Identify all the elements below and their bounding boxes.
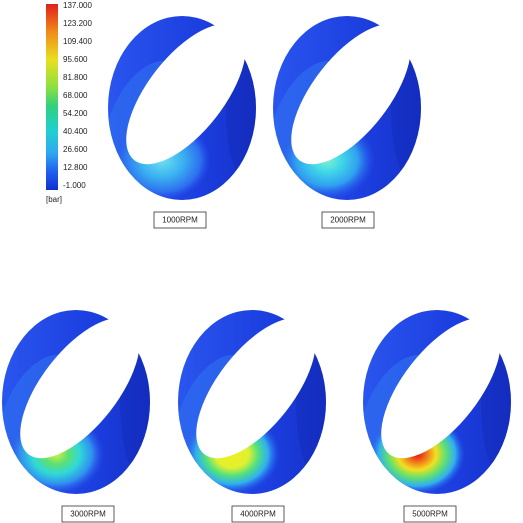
caption: 3000RPM xyxy=(70,510,106,519)
colorbar-label: 40.400 xyxy=(63,127,88,136)
bearing-contour xyxy=(363,310,511,494)
colorbar-label: 109.400 xyxy=(63,37,92,46)
bearing-contour xyxy=(178,310,326,494)
colorbar xyxy=(46,4,58,190)
colorbar-label: 12.800 xyxy=(63,163,88,172)
bore-hole xyxy=(291,23,411,165)
caption-box xyxy=(403,505,457,523)
colorbar-label: 81.800 xyxy=(63,73,88,82)
bearing-contour xyxy=(273,16,421,200)
colorbar-label: 54.200 xyxy=(63,109,88,118)
caption: 4000RPM xyxy=(240,510,276,519)
colorbar-label: 137.000 xyxy=(63,1,92,10)
caption-box xyxy=(61,505,115,523)
caption: 5000RPM xyxy=(412,510,448,519)
colorbar-label: 26.600 xyxy=(63,145,88,154)
bore-hole xyxy=(381,317,501,459)
colorbar-unit: [bar] xyxy=(46,195,62,204)
caption: 2000RPM xyxy=(330,216,366,225)
bearing-contour xyxy=(108,16,256,200)
bore-hole xyxy=(196,317,316,459)
caption-box xyxy=(153,211,207,229)
bore-hole xyxy=(126,23,246,165)
caption: 1000RPM xyxy=(162,216,198,225)
bore-hole xyxy=(20,317,140,459)
colorbar-label: 123.200 xyxy=(63,19,92,28)
caption-box xyxy=(321,211,375,229)
colorbar-label: -1.000 xyxy=(63,181,86,190)
colorbar-label: 95.600 xyxy=(63,55,88,64)
colorbar-label: 68.000 xyxy=(63,91,88,100)
bearing-contour xyxy=(2,310,150,494)
caption-box xyxy=(231,505,285,523)
